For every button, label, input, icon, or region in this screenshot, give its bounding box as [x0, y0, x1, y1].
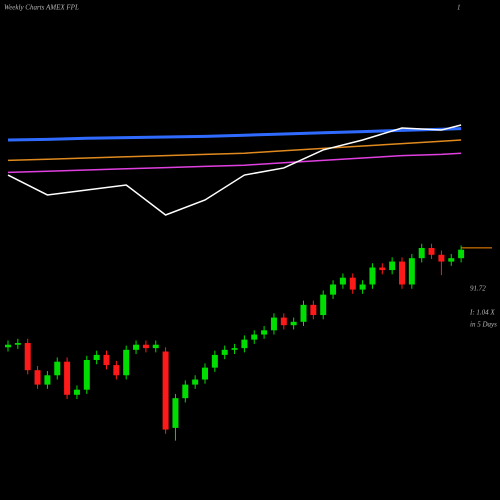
candle-body: [5, 344, 11, 348]
indicator-line: [7, 127, 462, 142]
candle-body: [211, 354, 218, 368]
candle-body: [162, 351, 169, 430]
candle-body: [448, 258, 455, 262]
last-price-label: 91.72: [470, 284, 486, 292]
candle-body: [152, 344, 159, 349]
candle-body: [103, 354, 110, 366]
candle-body: [320, 294, 327, 316]
candle-body: [44, 375, 51, 385]
indicator-line: [7, 124, 462, 216]
candle-body: [251, 334, 258, 340]
candle-body: [241, 339, 248, 349]
candle-body: [54, 361, 61, 376]
candle-body: [339, 277, 346, 285]
candle-body: [379, 267, 386, 271]
indicator-line: [7, 152, 462, 174]
candle-body: [438, 254, 445, 262]
candle-body: [458, 249, 465, 259]
candle-body: [202, 367, 208, 380]
candle-body: [290, 321, 297, 326]
candle-body: [349, 277, 356, 290]
candle-body: [310, 304, 317, 316]
candle-body: [113, 365, 120, 376]
candle-body: [428, 248, 435, 255]
candle-body: [14, 343, 21, 345]
candle-body: [172, 398, 179, 428]
indicator-line: [7, 139, 462, 162]
candle-body: [231, 348, 238, 350]
candle-body: [280, 317, 287, 326]
candle-body: [399, 261, 405, 285]
candle-body: [34, 370, 41, 385]
corner-label: 1: [457, 4, 461, 12]
chart-title: Weekly Charts AMEX FPL: [4, 4, 79, 12]
candle-body: [133, 344, 140, 350]
candle-body: [83, 360, 90, 390]
candle-body: [389, 261, 396, 271]
candle-body: [24, 343, 31, 371]
candle-body: [261, 330, 268, 335]
candle-body: [270, 317, 277, 331]
candle-body: [93, 354, 100, 360]
candle-body: [300, 304, 307, 322]
candle-body: [408, 258, 415, 285]
candle-body: [418, 248, 425, 259]
annotation: I: 1.04 X: [469, 309, 495, 317]
candle-body: [330, 284, 337, 295]
candle-body: [359, 284, 366, 290]
candle-body: [221, 349, 228, 355]
candle-body: [73, 389, 80, 395]
candle-body: [369, 267, 376, 285]
candle-body: [123, 349, 130, 376]
candle-body: [182, 384, 189, 399]
candle-body: [64, 361, 71, 395]
candle-body: [192, 379, 199, 385]
annotation: in 5 Days: [470, 321, 497, 329]
candle-body: [142, 344, 149, 349]
